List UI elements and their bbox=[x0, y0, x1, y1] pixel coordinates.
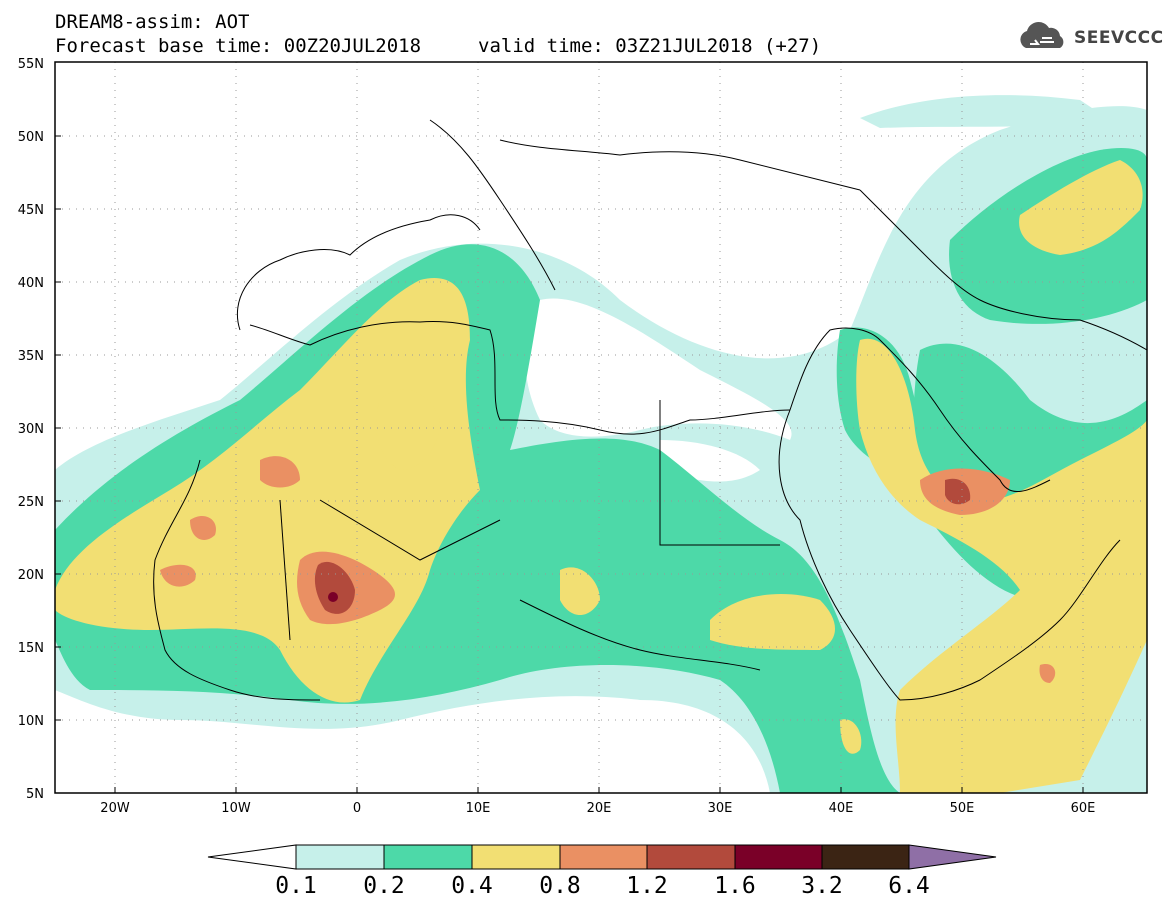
colorbar bbox=[207, 844, 997, 870]
seevccc-logo: SEEVCCC bbox=[1016, 22, 1164, 54]
forecast-base-time: Forecast base time: 00Z20JUL2018 bbox=[55, 35, 422, 57]
lat-label: 40N bbox=[18, 276, 44, 291]
colorbar-bin-0.2 bbox=[383, 844, 473, 870]
colorbar-bin-1.6 bbox=[734, 844, 823, 870]
lon-label: 60E bbox=[1071, 801, 1096, 816]
colorbar-bin-0.1 bbox=[295, 844, 385, 870]
colorbar-label: 1.2 bbox=[626, 873, 668, 899]
colorbar-over-arrow bbox=[908, 844, 997, 870]
lon-label: 50E bbox=[950, 801, 975, 816]
lat-label: 25N bbox=[18, 495, 44, 510]
lat-label: 20N bbox=[18, 568, 44, 583]
colorbar-label: 0.8 bbox=[539, 873, 581, 899]
lon-label: 20E bbox=[587, 801, 612, 816]
lon-label: 20W bbox=[100, 801, 130, 816]
colorbar-under-arrow bbox=[207, 844, 297, 870]
coastlines-borders bbox=[153, 119, 1147, 701]
colorbar-label: 1.6 bbox=[714, 873, 756, 899]
lon-label: 0 bbox=[353, 801, 361, 816]
lat-label: 30N bbox=[18, 422, 44, 437]
lon-label: 10W bbox=[221, 801, 251, 816]
cloud-icon bbox=[1020, 22, 1064, 48]
colorbar-bin-0.4 bbox=[471, 844, 561, 870]
map-area bbox=[55, 62, 1147, 793]
logo-text: SEEVCCC bbox=[1074, 28, 1164, 48]
lat-label: 35N bbox=[18, 349, 44, 364]
colorbar-bin-0.8 bbox=[559, 844, 648, 870]
colorbar-label: 3.2 bbox=[801, 873, 843, 899]
colorbar-label: 0.1 bbox=[275, 873, 317, 899]
lat-label: 10N bbox=[18, 714, 44, 729]
lon-label: 40E bbox=[829, 801, 854, 816]
colorbar-bin-3.2 bbox=[821, 844, 910, 870]
axis-ticks bbox=[55, 135, 1084, 794]
lon-label: 30E bbox=[708, 801, 733, 816]
lat-label: 5N bbox=[26, 787, 44, 802]
lon-label: 10E bbox=[466, 801, 491, 816]
title: DREAM8-assim: AOT bbox=[55, 11, 250, 33]
lat-label: 45N bbox=[18, 203, 44, 218]
valid-time: valid time: 03Z21JUL2018 (+27) bbox=[478, 35, 822, 57]
colorbar-bin-1.2 bbox=[646, 844, 736, 870]
lat-label: 15N bbox=[18, 641, 44, 656]
graticule bbox=[55, 62, 1147, 793]
lat-label: 55N bbox=[18, 57, 44, 72]
aot-contour-1.2 bbox=[314, 478, 971, 614]
colorbar-label: 0.4 bbox=[451, 873, 493, 899]
lat-label: 50N bbox=[18, 130, 44, 145]
colorbar-label: 6.4 bbox=[888, 873, 930, 899]
aot-contour-1.6 bbox=[328, 592, 338, 602]
colorbar-label: 0.2 bbox=[363, 873, 405, 899]
